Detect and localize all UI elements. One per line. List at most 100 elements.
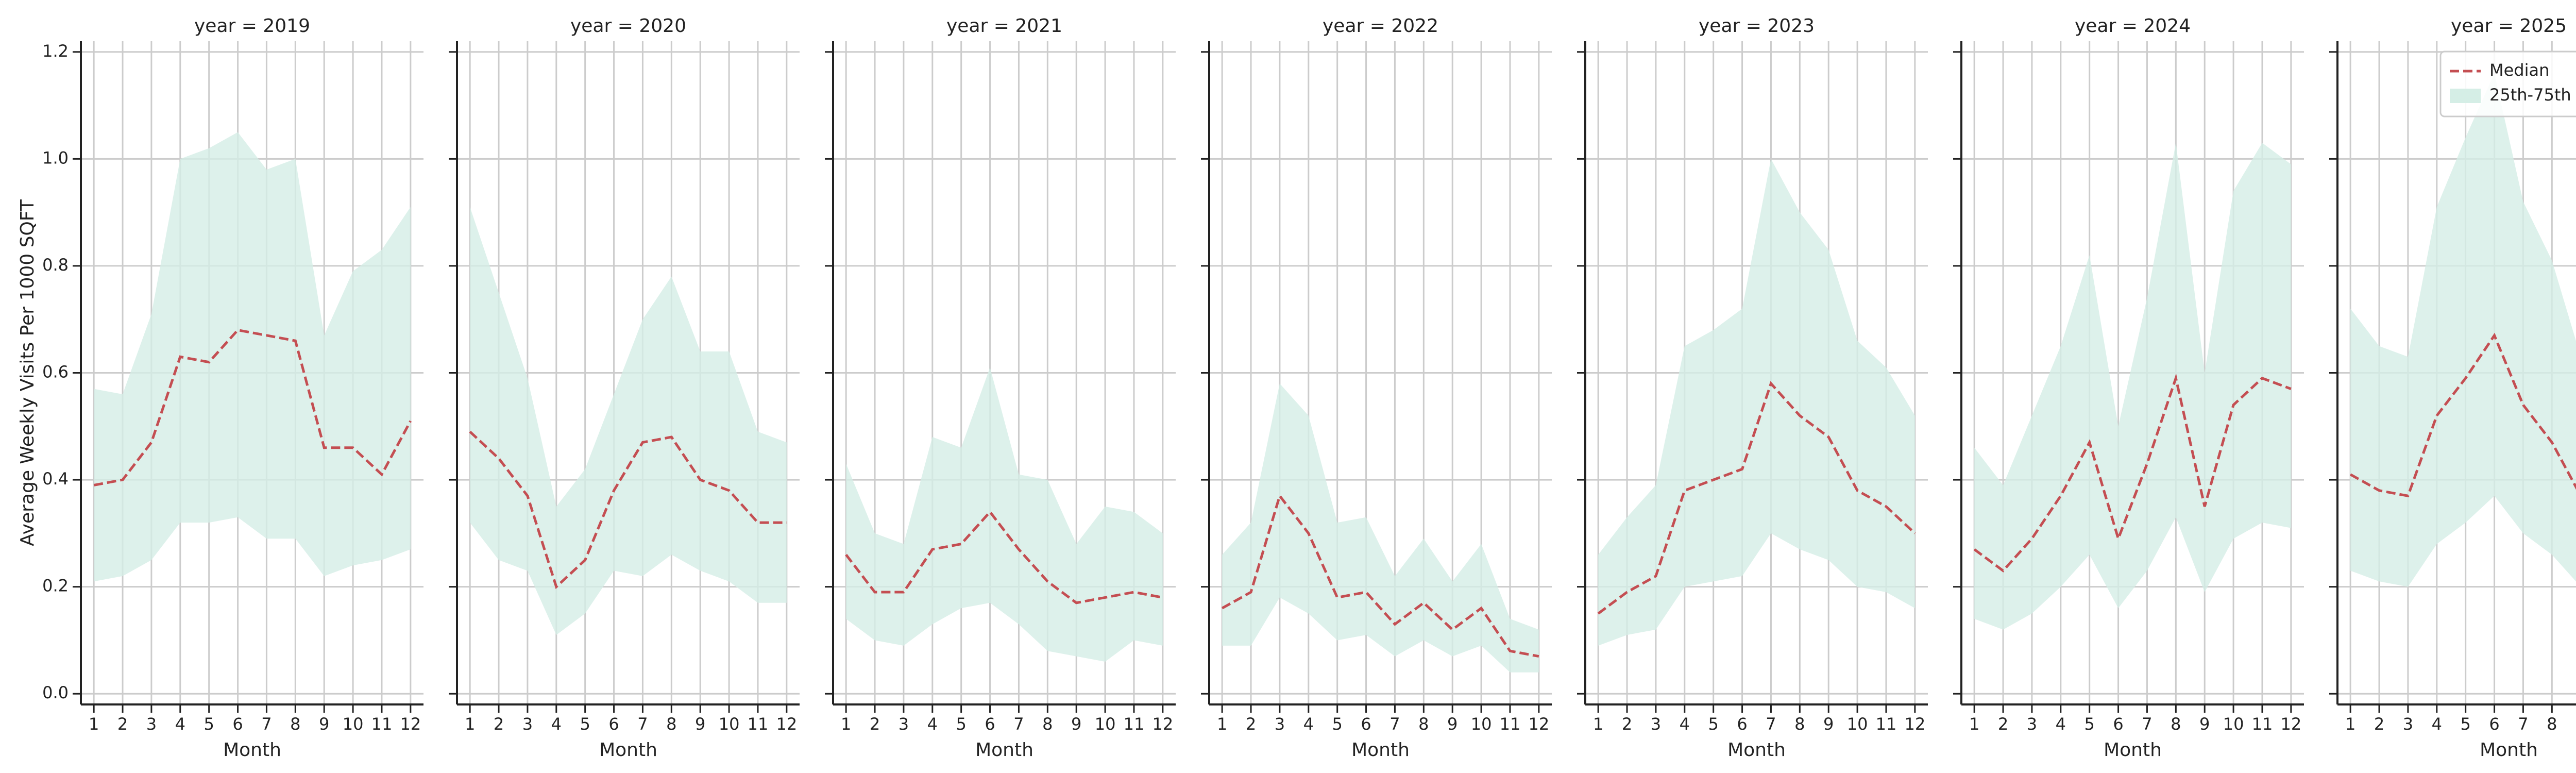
x-tick-label: 7 (1013, 714, 1024, 734)
x-tick-label: 8 (2171, 714, 2181, 734)
median-line (845, 510, 1163, 604)
x-tick-label: 3 (2403, 714, 2413, 734)
panel-title: year = 2019 (194, 15, 310, 37)
x-tick-label: 9 (2199, 714, 2210, 734)
x-tick-label: 1 (1217, 714, 1227, 734)
x-tick-label: 1 (89, 714, 99, 734)
x-axis-label: Month (975, 740, 1033, 761)
x-tick-label: 10 (1847, 714, 1868, 734)
x-tick-label: 5 (1708, 714, 1718, 734)
panel-title: year = 2024 (2075, 15, 2191, 37)
panel-title: year = 2021 (946, 15, 1062, 37)
x-tick-label: 7 (2142, 714, 2152, 734)
x-tick-label: 7 (637, 714, 648, 734)
median-line (93, 328, 412, 486)
y-tick-label: 0.6 (42, 362, 69, 382)
x-tick-label: 5 (956, 714, 966, 734)
x-tick-label: 9 (319, 714, 329, 734)
y-tick-label: 0.8 (42, 255, 69, 275)
x-tick-label: 8 (290, 714, 300, 734)
x-tick-label: 4 (927, 714, 938, 734)
x-tick-label: 8 (1042, 714, 1053, 734)
x-tick-label: 6 (1737, 714, 1747, 734)
x-tick-label: 10 (343, 714, 364, 734)
x-tick-label: 3 (2027, 714, 2037, 734)
x-tick-label: 6 (985, 714, 995, 734)
x-tick-label: 4 (2432, 714, 2442, 734)
x-tick-label: 8 (2547, 714, 2557, 734)
y-tick-label: 1.2 (42, 41, 69, 61)
x-tick-label: 10 (1471, 714, 1492, 734)
x-tick-label: 8 (666, 714, 676, 734)
x-axis-label: Month (1727, 740, 1786, 761)
x-tick-label: 5 (2084, 714, 2094, 734)
x-tick-label: 1 (465, 714, 475, 734)
percentile-band (470, 207, 787, 635)
x-tick-label: 9 (1071, 714, 1081, 734)
median-line (469, 430, 787, 590)
percentile-band (2350, 73, 2576, 587)
x-tick-label: 7 (1389, 714, 1400, 734)
x-axis-label: Month (599, 740, 657, 761)
x-tick-label: 1 (1969, 714, 1979, 734)
x-tick-label: 12 (1528, 714, 1549, 734)
x-tick-label: 10 (1095, 714, 1116, 734)
x-tick-label: 6 (2113, 714, 2123, 734)
x-tick-label: 11 (2252, 714, 2273, 734)
x-tick-label: 11 (1876, 714, 1897, 734)
x-tick-label: 3 (522, 714, 533, 734)
panel-title: year = 2020 (570, 15, 686, 37)
x-tick-label: 1 (1593, 714, 1603, 734)
x-tick-label: 4 (1303, 714, 1314, 734)
legend-label: Median (2489, 60, 2549, 80)
percentile-band (846, 367, 1163, 662)
x-tick-label: 6 (608, 714, 619, 734)
x-tick-label: 12 (400, 714, 421, 734)
percentile-band (1598, 159, 1915, 646)
x-tick-label: 11 (1124, 714, 1145, 734)
x-tick-label: 12 (2280, 714, 2301, 734)
legend-swatch (2450, 89, 2481, 103)
x-tick-label: 6 (2489, 714, 2499, 734)
x-tick-label: 6 (1361, 714, 1371, 734)
percentile-band (1222, 383, 1539, 673)
x-tick-label: 7 (1766, 714, 1776, 734)
x-tick-label: 7 (2518, 714, 2528, 734)
panel-title: year = 2023 (1699, 15, 1815, 37)
x-tick-label: 1 (841, 714, 851, 734)
median-line (1221, 493, 1539, 658)
x-tick-label: 12 (1904, 714, 1925, 734)
x-tick-label: 2 (117, 714, 128, 734)
x-tick-label: 1 (2345, 714, 2355, 734)
x-tick-label: 11 (371, 714, 393, 734)
x-axis-label: Month (1351, 740, 1410, 761)
x-tick-label: 5 (1332, 714, 1342, 734)
x-tick-label: 9 (1447, 714, 1458, 734)
x-tick-label: 11 (1500, 714, 1521, 734)
x-tick-label: 5 (580, 714, 590, 734)
x-tick-label: 2 (2374, 714, 2384, 734)
panel-title: year = 2022 (1323, 15, 1438, 37)
x-tick-label: 12 (776, 714, 797, 734)
panel-title: year = 2025 (2451, 15, 2567, 37)
percentile-band (1974, 143, 2291, 630)
panel: year = 2025123456789101112MonthMedian25t… (2329, 15, 2576, 761)
y-tick-label: 0.2 (42, 576, 69, 596)
x-tick-label: 2 (1998, 714, 2008, 734)
y-tick-label: 0.4 (42, 469, 69, 489)
x-tick-label: 12 (1152, 714, 1173, 734)
x-axis-label: Month (223, 740, 281, 761)
x-tick-label: 9 (695, 714, 705, 734)
x-tick-label: 2 (494, 714, 504, 734)
x-tick-label: 5 (204, 714, 214, 734)
x-tick-label: 8 (1418, 714, 1429, 734)
legend-label: 25th-75th Percentile (2489, 85, 2576, 105)
x-tick-label: 11 (748, 714, 769, 734)
x-tick-label: 6 (232, 714, 243, 734)
